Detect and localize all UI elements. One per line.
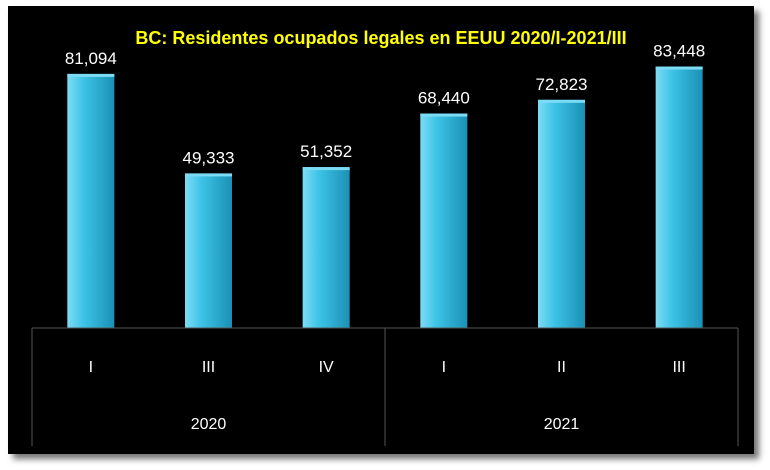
data-label: 72,823 bbox=[536, 75, 588, 94]
tick-label: III bbox=[672, 359, 685, 376]
group-label: 2020 bbox=[191, 416, 227, 433]
tick-label: II bbox=[557, 359, 566, 376]
tick-label: IV bbox=[319, 359, 334, 376]
data-label: 81,094 bbox=[65, 49, 117, 68]
bar bbox=[302, 167, 350, 328]
bar-top-bevel bbox=[302, 167, 350, 171]
bars-layer: 81,094 49,333 51,352 68,440 72,823 83,448 bbox=[65, 42, 705, 329]
group-label: 2021 bbox=[544, 416, 580, 433]
bar bbox=[67, 73, 115, 329]
data-label: 51,352 bbox=[300, 142, 352, 161]
data-label: 68,440 bbox=[418, 89, 470, 108]
data-label: 83,448 bbox=[653, 42, 705, 61]
tick-label: I bbox=[442, 359, 446, 376]
bar-top-bevel bbox=[538, 99, 585, 103]
bar-top-bevel bbox=[185, 173, 232, 177]
bar-top-bevel bbox=[655, 66, 703, 70]
bar bbox=[185, 173, 232, 328]
chart-frame: BC: Residentes ocupados legales en EEUU … bbox=[8, 6, 754, 454]
chart-title: BC: Residentes ocupados legales en EEUU … bbox=[135, 28, 627, 48]
tick-label: I bbox=[89, 359, 93, 376]
data-label: 49,333 bbox=[183, 148, 235, 167]
bar bbox=[655, 66, 703, 328]
bar-top-bevel bbox=[420, 113, 468, 117]
bar bbox=[538, 99, 585, 329]
bar-top-bevel bbox=[67, 73, 115, 77]
bar bbox=[420, 113, 468, 329]
tick-label: III bbox=[202, 359, 215, 376]
